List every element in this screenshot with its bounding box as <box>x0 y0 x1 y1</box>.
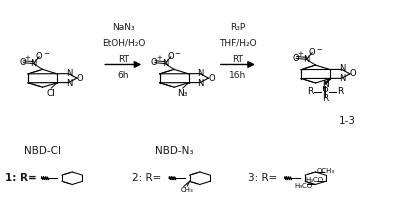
Text: O: O <box>350 69 356 78</box>
Text: 16h: 16h <box>229 71 246 80</box>
Text: O: O <box>36 52 42 61</box>
Text: N: N <box>30 59 36 68</box>
Text: RT: RT <box>118 55 129 64</box>
Text: −: − <box>316 47 322 53</box>
Text: R: R <box>337 87 343 96</box>
Text: O: O <box>19 58 26 67</box>
Text: 2: R=: 2: R= <box>132 173 162 183</box>
Text: Cl: Cl <box>47 89 56 98</box>
Text: −: − <box>43 51 49 57</box>
Text: NBD-N₃: NBD-N₃ <box>155 146 193 156</box>
Text: O: O <box>309 48 316 57</box>
Text: +: + <box>24 55 30 61</box>
Text: OCH₃: OCH₃ <box>317 168 335 174</box>
Text: N: N <box>66 79 72 88</box>
Text: 1: R=: 1: R= <box>5 173 36 183</box>
Text: R₃P: R₃P <box>230 23 246 32</box>
Text: NaN₃: NaN₃ <box>112 23 135 32</box>
Text: THF/H₂O: THF/H₂O <box>219 39 257 48</box>
Text: RT: RT <box>232 55 243 64</box>
Text: N: N <box>339 64 345 73</box>
Text: 1-3: 1-3 <box>339 116 356 126</box>
Text: P: P <box>322 87 328 96</box>
Text: CH₃: CH₃ <box>181 187 194 193</box>
Text: N: N <box>66 68 72 77</box>
Text: R: R <box>307 87 313 96</box>
Text: −: − <box>174 51 180 57</box>
Text: 6h: 6h <box>118 71 129 80</box>
Text: N: N <box>322 80 328 89</box>
Text: O: O <box>168 52 174 61</box>
Text: EtOH/H₂O: EtOH/H₂O <box>102 39 145 48</box>
Text: +: + <box>298 51 304 57</box>
Text: O: O <box>292 54 299 63</box>
Text: H₃CO: H₃CO <box>295 183 313 189</box>
Text: NBD-Cl: NBD-Cl <box>24 146 61 156</box>
Text: N: N <box>162 59 168 68</box>
Text: N: N <box>303 55 310 64</box>
Text: O: O <box>151 58 157 67</box>
Text: N: N <box>197 79 204 88</box>
Text: O: O <box>77 74 83 83</box>
Text: O: O <box>208 74 215 83</box>
Text: N: N <box>339 74 345 83</box>
Text: 3: R=: 3: R= <box>248 173 277 183</box>
Text: R: R <box>322 94 328 103</box>
Text: +: + <box>156 55 162 61</box>
Text: N: N <box>197 68 204 77</box>
Text: N₃: N₃ <box>178 89 188 98</box>
Text: H₃CO: H₃CO <box>305 177 323 183</box>
